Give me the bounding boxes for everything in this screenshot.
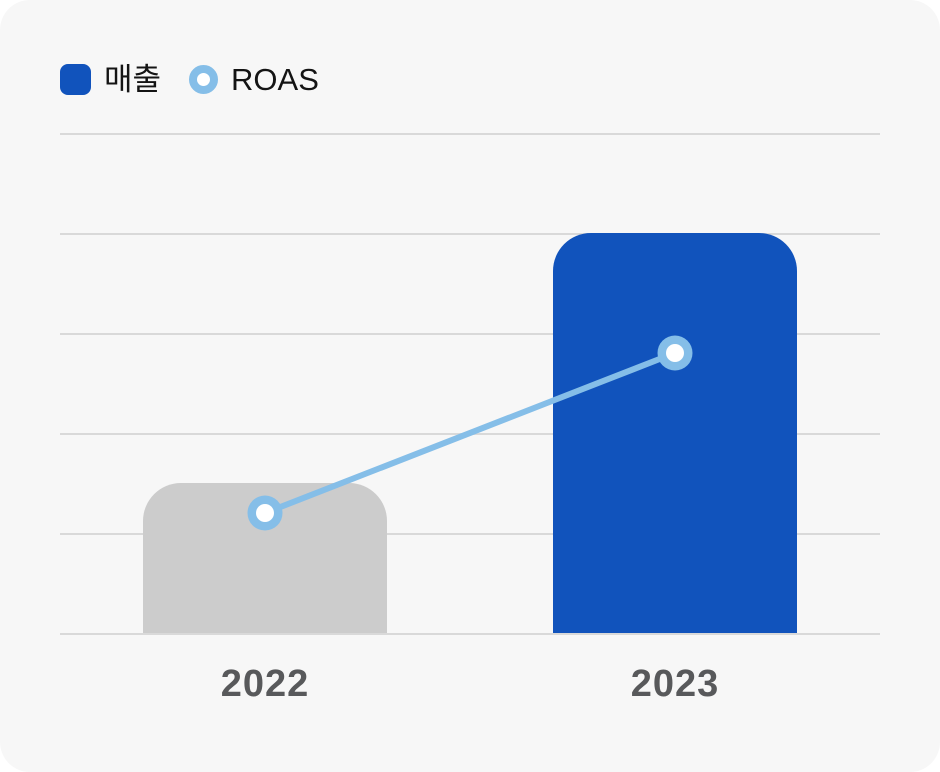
legend-label-roas: ROAS xyxy=(231,62,319,97)
x-tick-2022: 2022 xyxy=(220,663,310,705)
gridline xyxy=(60,533,880,535)
x-tick-2023: 2023 xyxy=(630,663,720,705)
legend: 매출 ROAS xyxy=(60,64,319,95)
revenue-swatch-icon xyxy=(60,64,91,95)
gridline xyxy=(60,633,880,635)
legend-item-roas[interactable]: ROAS xyxy=(189,64,319,95)
legend-label-revenue: 매출 xyxy=(104,62,162,97)
gridline xyxy=(60,233,880,235)
legend-item-revenue[interactable]: 매출 xyxy=(60,64,161,95)
bar-2023[interactable] xyxy=(553,233,797,633)
gridline xyxy=(60,133,880,135)
gridline xyxy=(60,333,880,335)
roas-swatch-icon xyxy=(189,65,219,94)
bar-2022[interactable] xyxy=(143,483,387,633)
